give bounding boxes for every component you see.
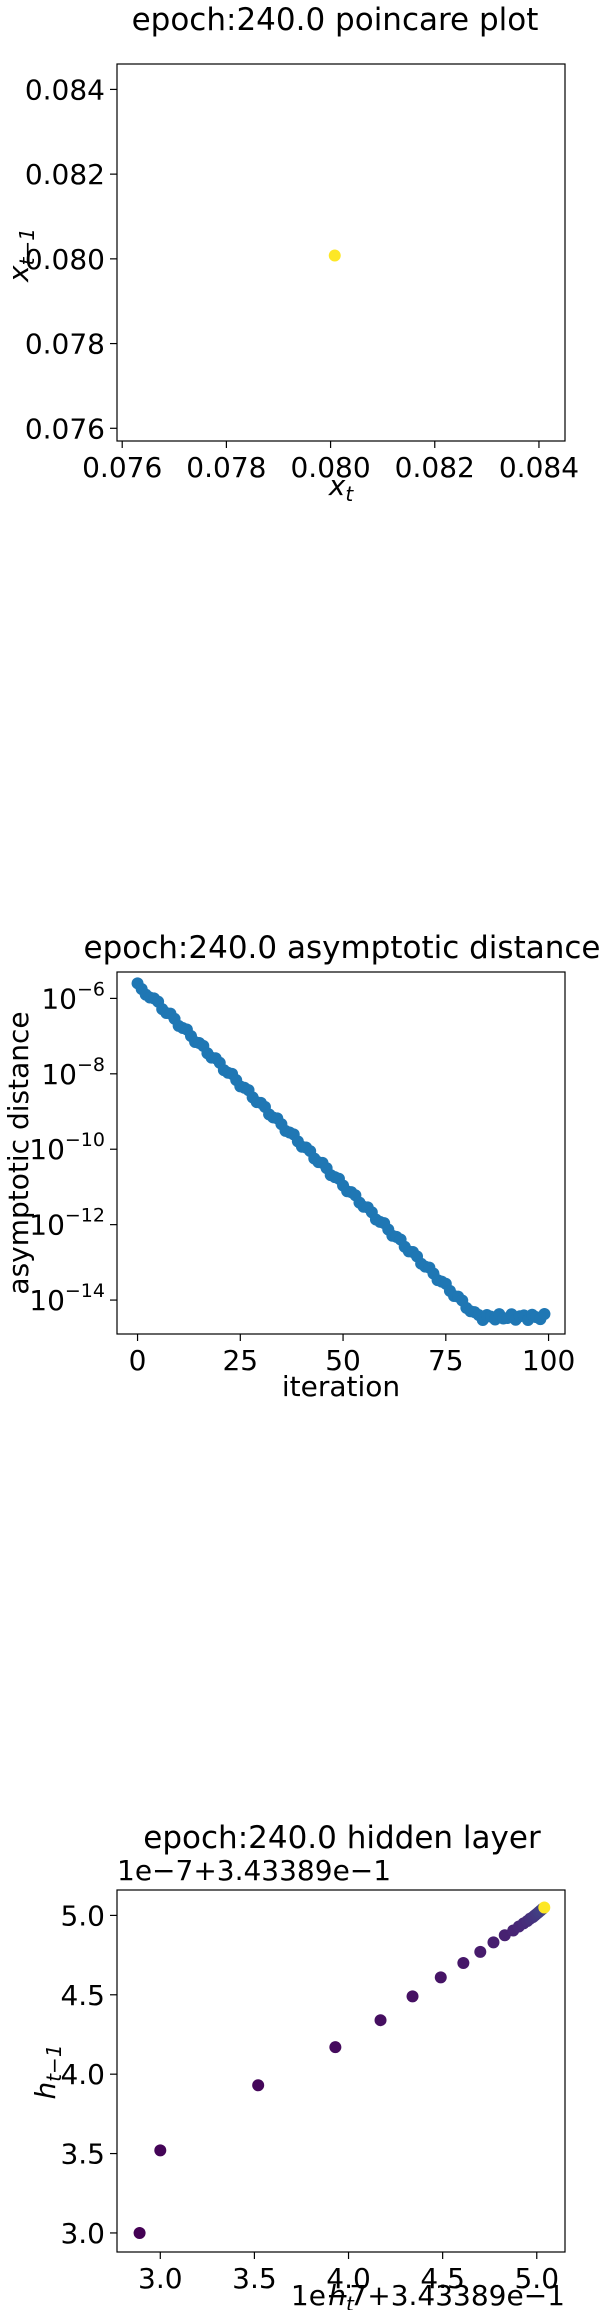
asymptotic-y-tick-label: 10−6 [41, 978, 105, 1015]
poincare-point [328, 249, 341, 262]
asymptotic-chart: epoch:240.0 asymptotic distance 0 25 50 75 1… [2, 930, 600, 1403]
poincare-y-tick-label: 0.078 [25, 328, 105, 361]
asymptotic-point [538, 1308, 551, 1321]
hidden-layer-title: epoch:240.0 hidden layer [143, 1820, 541, 1856]
poincare-title: epoch:240.0 poincare plot [132, 2, 539, 38]
asymptotic-y-ticks: 10−6 10−8 10−10 10−12 10−14 [29, 978, 117, 1317]
asymptotic-plot-frame [116, 971, 566, 1335]
poincare-y-tick-label: 0.084 [25, 73, 105, 106]
hidden-layer-x-ticks: 3.0 3.5 4.0 4.5 5.0 [138, 2252, 559, 2295]
asymptotic-x-tick-label: 75 [428, 1344, 464, 1377]
hidden-layer-point [252, 2079, 265, 2092]
poincare-y-label: xt−1 [2, 228, 39, 283]
poincare-y-ticks: 0.084 0.082 0.080 0.078 0.076 [25, 73, 117, 445]
hidden-layer-point [406, 1990, 419, 2003]
hidden-layer-x-tick-label: 3.5 [232, 2262, 277, 2295]
asymptotic-y-tick-label: 10−10 [29, 1129, 105, 1166]
asymptotic-x-label: iteration [282, 1370, 400, 1403]
hidden-layer-y-tick-label: 4.0 [60, 2058, 105, 2091]
hidden-layer-y-label: ht−1 [29, 2044, 66, 2099]
hidden-layer-y-tick-label: 3.0 [60, 2217, 105, 2250]
poincare-y-tick-label: 0.080 [25, 243, 105, 276]
poincare-x-tick-label: 0.080 [290, 451, 370, 484]
hidden-layer-y-offset-text: 1e−7+3.43389e−1 [117, 1854, 391, 1887]
poincare-x-tick-label: 0.076 [82, 451, 162, 484]
hidden-layer-point [487, 1936, 500, 1949]
hidden-layer-x-tick-label: 5.0 [514, 2262, 559, 2295]
hidden-layer-y-tick-label: 3.5 [60, 2138, 105, 2171]
poincare-y-tick-label: 0.076 [25, 412, 105, 445]
hidden-layer-point [374, 2014, 387, 2027]
hidden-layer-y-tick-label: 5.0 [60, 1899, 105, 1932]
hidden-layer-point [474, 1945, 487, 1958]
hidden-layer-point [329, 2041, 342, 2054]
poincare-x-tick-label: 0.084 [499, 451, 579, 484]
poincare-x-ticks: 0.076 0.078 0.080 0.082 0.084 [82, 441, 579, 484]
hidden-layer-point [457, 1957, 470, 1970]
asymptotic-x-tick-label: 50 [325, 1344, 361, 1377]
hidden-layer-point [154, 2144, 167, 2157]
hidden-layer-y-ticks: 5.0 4.5 4.0 3.5 3.0 [60, 1899, 117, 2250]
asymptotic-points [131, 977, 551, 1327]
hidden-layer-x-tick-label: 3.0 [138, 2262, 183, 2295]
hidden-layer-x-tick-label: 4.0 [326, 2262, 371, 2295]
hidden-layer-points [133, 1901, 551, 2239]
asymptotic-x-tick-label: 25 [222, 1344, 258, 1377]
poincare-plot-frame [116, 63, 566, 442]
asymptotic-x-ticks: 0 25 50 75 100 [129, 1334, 575, 1377]
asymptotic-y-tick-label: 10−12 [29, 1205, 105, 1242]
asymptotic-y-tick-label: 10−8 [41, 1054, 105, 1091]
hidden-layer-plot-frame [116, 1889, 566, 2253]
hidden-layer-chart: epoch:240.0 hidden layer 1e−7+3.43389e−1… [29, 1820, 566, 2310]
hidden-layer-x-tick-label: 4.5 [420, 2262, 465, 2295]
hidden-layer-point [538, 1901, 551, 1914]
poincare-x-tick-label: 0.078 [186, 451, 266, 484]
hidden-layer-point [434, 1971, 447, 1984]
poincare-y-tick-label: 0.082 [25, 158, 105, 191]
asymptotic-y-label: asymptotic distance [2, 1011, 35, 1294]
hidden-layer-y-tick-label: 4.5 [60, 1979, 105, 2012]
poincare-x-tick-label: 0.082 [395, 451, 475, 484]
poincare-points [328, 249, 341, 262]
asymptotic-y-tick-label: 10−14 [29, 1280, 105, 1317]
hidden-layer-x-offset-text: 1e−7+3.43389e−1 [291, 2279, 565, 2310]
asymptotic-title: epoch:240.0 asymptotic distance [84, 930, 601, 966]
asymptotic-x-tick-label: 100 [522, 1344, 575, 1377]
poincare-chart: epoch:240.0 poincare plot 0.076 0.078 0.08… [2, 2, 579, 506]
asymptotic-x-tick-label: 0 [129, 1344, 147, 1377]
hidden-layer-point [133, 2226, 146, 2239]
